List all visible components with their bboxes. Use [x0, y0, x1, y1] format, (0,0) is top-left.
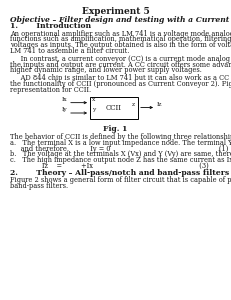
Text: Iz    =         +Ix                                                  (3): Iz = +Ix (3)	[10, 162, 209, 170]
Text: Objective – Filter design and testing with a Current Conveyor chip: Objective – Filter design and testing wi…	[10, 16, 231, 23]
Text: An operational amplifier such as LM 741 is a voltage mode analog circuit. Here t: An operational amplifier such as LM 741 …	[10, 29, 231, 38]
Text: AD 844 chip is similar to LM 741 but it can also work as a CC chip. In fact it c: AD 844 chip is similar to LM 741 but it …	[10, 74, 231, 82]
Text: Ix: Ix	[61, 97, 67, 102]
Text: band-pass filters.: band-pass filters.	[10, 182, 68, 190]
Text: y: y	[92, 107, 95, 112]
Text: higher dynamic range, and lower power supply voltages.: higher dynamic range, and lower power su…	[10, 66, 202, 74]
Text: a.   The terminal X is a low input impedance node. The terminal Y has an infinit: a. The terminal X is a low input impedan…	[10, 139, 231, 147]
Text: the functionality of CCII (pronounced as Current Conveyor 2). Figure 1 shows a b: the functionality of CCII (pronounced as…	[10, 80, 231, 88]
Text: representation for CCII.: representation for CCII.	[10, 86, 91, 94]
Text: CCII: CCII	[106, 103, 122, 112]
Text: c.   The high impedance output node Z has the same current as Ix and therefore: c. The high impedance output node Z has …	[10, 156, 231, 164]
Text: Iy: Iy	[61, 107, 67, 112]
Text: Figure 2 shows a general form of filter circuit that is capable of providing all: Figure 2 shows a general form of filter …	[10, 176, 231, 184]
Text: LM 741 to assemble a filter circuit.: LM 741 to assemble a filter circuit.	[10, 47, 129, 55]
Text: voltages as inputs. The output obtained is also in the form of voltages. In expe: voltages as inputs. The output obtained …	[10, 41, 231, 49]
Text: Iz: Iz	[157, 101, 162, 106]
Text: the inputs and output are current. A CC circuit offers some advantages such as h: the inputs and output are current. A CC …	[10, 61, 231, 68]
Text: b.   The voltage at the terminals X (Vx) and Y (Vy) are same, therefore Vx=Vy   : b. The voltage at the terminals X (Vx) a…	[10, 150, 231, 158]
Text: x: x	[92, 97, 95, 102]
Text: z: z	[132, 101, 135, 106]
Text: In contrast, a current conveyor (CC) is a current mode analog circuit. In other : In contrast, a current conveyor (CC) is …	[10, 55, 231, 63]
Bar	[90, 97, 138, 119]
Text: functions such as amplification, mathematical operation, filtering etc. are impl: functions such as amplification, mathema…	[10, 35, 231, 43]
Text: 1.       Introduction: 1. Introduction	[10, 22, 91, 31]
Text: Experiment 5: Experiment 5	[82, 7, 149, 16]
Text: Fig. 1: Fig. 1	[103, 124, 128, 133]
Text: The behavior of CCII is defined by the following three relationships.: The behavior of CCII is defined by the f…	[10, 133, 231, 140]
Text: and therefore,          Iy = 0                                                  : and therefore, Iy = 0	[10, 145, 228, 153]
Text: 2.       Theory – All-pass/notch and band-pass filters using CCR: 2. Theory – All-pass/notch and band-pass…	[10, 169, 231, 177]
